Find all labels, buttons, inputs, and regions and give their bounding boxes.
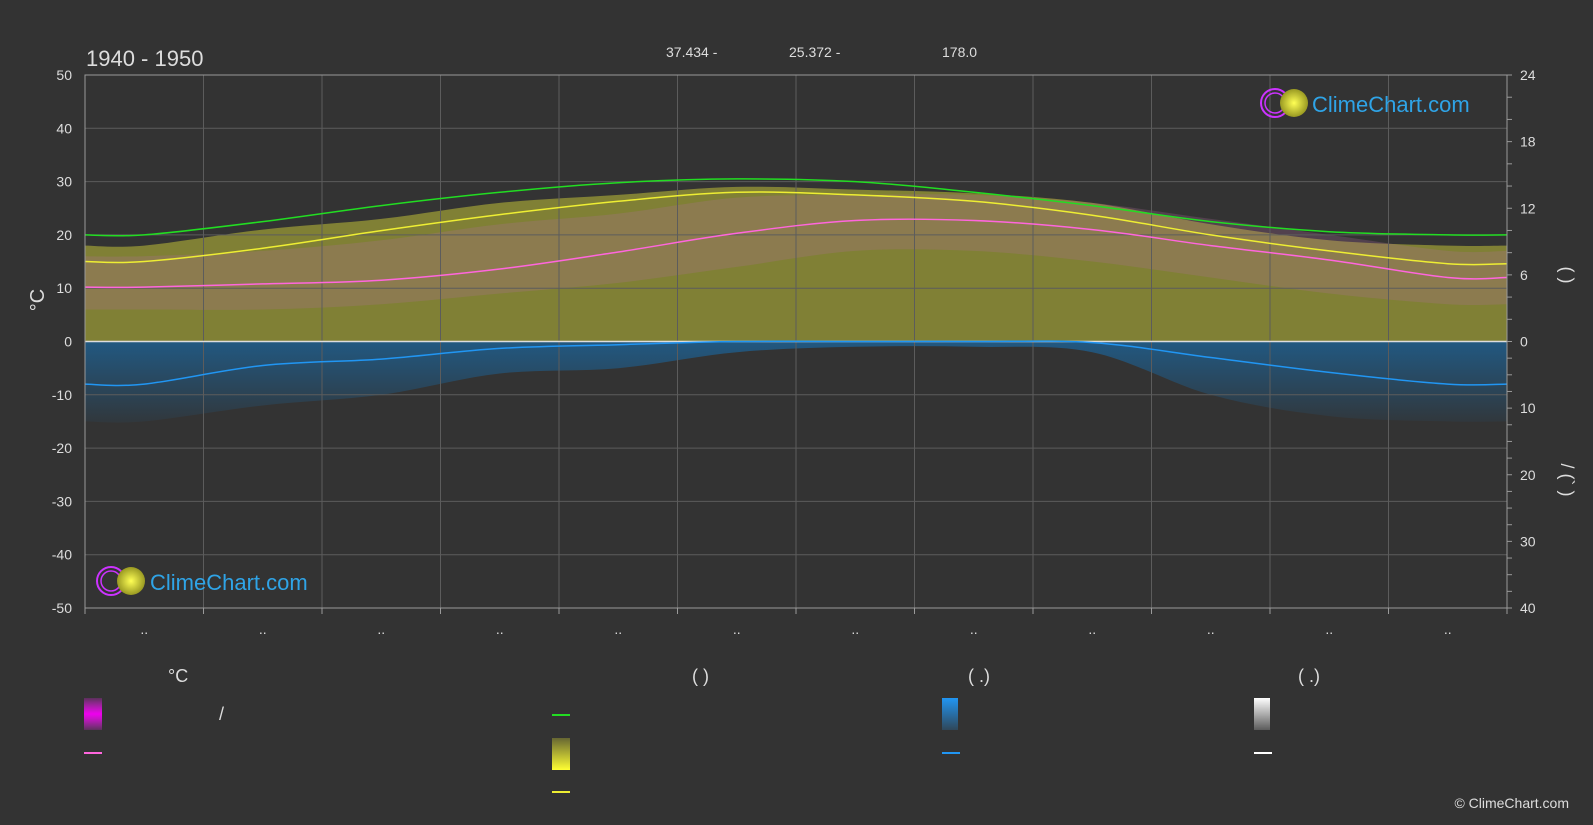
y-left-tick-label: 30 [56,174,72,190]
x-tick-label: .. [377,621,385,637]
brand-text-bottom: ClimeChart.com [150,570,308,595]
legend-header-precip: ( .) [968,666,990,686]
y-left-tick-label: -40 [52,547,72,563]
logo-sun-icon [117,567,145,595]
x-tick-label: .. [1207,621,1215,637]
x-tick-label: .. [970,621,978,637]
x-tick-label: .. [259,621,267,637]
x-tick-label: .. [851,621,859,637]
x-tick-label: .. [1088,621,1096,637]
x-tick-label: .. [140,621,148,637]
temp-avg-line [84,218,1508,289]
y-left-tick-label: -50 [52,600,72,616]
right-axis-bottom-label: / (` ) [1557,464,1577,497]
precip-line [84,340,1508,387]
y-left-tick-label: -10 [52,387,72,403]
legend-header-sunshine: ( ) [692,666,709,686]
x-tick-label: .. [1325,621,1333,637]
y-left-tick-label: 50 [56,67,72,83]
axes: 50 40 30 20 10 0 -10 -20 -30 -40 -50 24 18 12 6 0 10 20 30… [52,67,1536,637]
legend-header-temperature: °C [168,666,189,686]
y-right-tick-label: 40 [1520,600,1536,616]
y-left-tick-label: 0 [64,334,72,350]
x-tick-label: .. [1444,621,1452,637]
brand-logo-bottom: ClimeChart.com [96,566,308,596]
legend-snow-line [1254,752,1272,754]
header-stat-3: 178.0 [942,44,977,60]
brand-logo-top: ClimeChart.com [1260,88,1470,118]
y-right-tick-label: 6 [1520,267,1528,283]
y-left-tick-label: -30 [52,493,72,509]
header-stat-2: 25.372 - [789,44,841,60]
chart-title: 1940 - 1950 [86,46,203,71]
y-right-tick-label: 18 [1520,134,1536,150]
data-lines [84,178,1508,387]
y-right-tick-label: 20 [1520,467,1536,483]
right-axis-top-label: ( ) [1557,267,1577,284]
legend-precip-swatch [942,698,958,730]
x-tick-label: .. [496,621,504,637]
y-left-tick-label: -20 [52,440,72,456]
legend-daylight-line [552,714,570,716]
logo-sun-icon [1280,89,1308,117]
y-left-tick-label: 10 [56,280,72,296]
legend-temp-avg-line [84,752,102,754]
y-left-tick-label: 40 [56,120,72,136]
y-right-tick-label: 30 [1520,533,1536,549]
left-axis-label: °C [27,289,49,311]
sunshine-line [84,191,1508,266]
legend-sunshine-line [552,791,570,793]
legend-temp-range-swatch [84,698,102,730]
y-right-tick-label: 12 [1520,200,1536,216]
y-right-tick-label: 10 [1520,400,1536,416]
header-stat-1: 37.434 - [666,44,718,60]
y-left-tick-label: 20 [56,227,72,243]
legend-sunshine-swatch [552,738,570,770]
legend-precip-line [942,752,960,754]
legend-snow-swatch [1254,698,1270,730]
y-right-tick-label: 24 [1520,67,1536,83]
legend-temp-slash: / [219,704,225,724]
copyright: © ClimeChart.com [1454,795,1569,811]
brand-text-top: ClimeChart.com [1312,92,1470,117]
legend-header-snow: ( .) [1298,666,1320,686]
y-right-tick-label: 0 [1520,334,1528,350]
x-tick-label: .. [733,621,741,637]
x-tick-label: .. [614,621,622,637]
daylight-line [84,178,1508,237]
